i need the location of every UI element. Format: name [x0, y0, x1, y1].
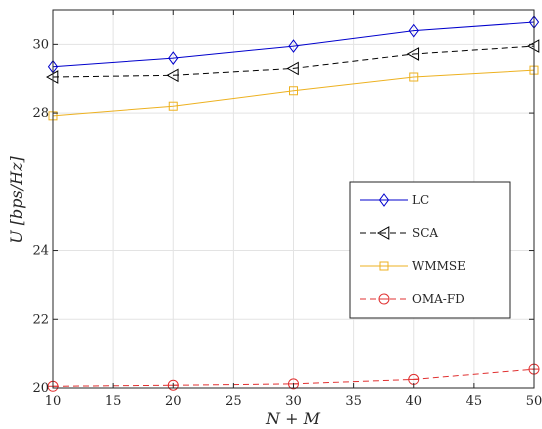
square-marker — [379, 261, 389, 271]
square-marker — [168, 101, 178, 111]
legend-entry-lc: LC — [360, 193, 429, 207]
data-point — [168, 101, 178, 111]
data-point — [409, 72, 419, 82]
y-tick-label: 30 — [32, 37, 49, 52]
legend-box — [349, 181, 511, 319]
x-tick-label: 45 — [466, 394, 483, 409]
triangle-marker — [376, 226, 390, 240]
data-point — [406, 47, 420, 61]
data-point — [166, 68, 179, 83]
data-point — [289, 86, 298, 96]
triangle-marker — [166, 68, 179, 83]
square-marker — [409, 72, 419, 82]
x-tick-label: 30 — [285, 394, 302, 409]
series-line — [52, 21, 535, 68]
x-tick-label: 10 — [45, 394, 62, 409]
y-tick-label: 20 — [32, 381, 49, 396]
data-point — [526, 39, 540, 53]
data-point — [45, 70, 59, 84]
y-axis-label: U [bps/Hz] — [7, 155, 26, 243]
data-point — [288, 39, 299, 53]
x-tick-label: 40 — [405, 394, 422, 409]
x-tick-label: 20 — [165, 394, 182, 409]
legend-label: LC — [412, 193, 429, 207]
data-point — [408, 23, 419, 38]
data-point — [168, 51, 179, 65]
legend-label: OMA-FD — [412, 292, 465, 306]
y-tick-label: 22 — [32, 312, 49, 327]
legend-entry-oma-fd: OMA-FD — [360, 292, 465, 306]
y-tick-label: 24 — [32, 244, 49, 259]
diamond-marker — [378, 193, 390, 207]
x-tick-label: 25 — [225, 394, 242, 409]
data-point — [286, 61, 299, 76]
legend-label: SCA — [412, 226, 438, 240]
x-tick-label: 35 — [345, 394, 362, 409]
legend-entry-sca: SCA — [360, 226, 438, 240]
axis-ticks: 10 15 20 25 30 35 40 45 50 20 22 24 28 30 — [32, 10, 542, 409]
diamond-marker — [168, 51, 179, 65]
diamond-marker — [288, 39, 299, 53]
triangle-marker — [286, 61, 299, 76]
series-line — [52, 69, 535, 117]
x-tick-label: 50 — [526, 394, 542, 409]
legend-entry-wmmse: WMMSE — [360, 259, 466, 273]
square-marker — [289, 86, 298, 96]
diamond-marker — [408, 23, 419, 38]
series-line — [52, 45, 535, 78]
triangle-marker — [45, 70, 59, 84]
series-sca — [45, 39, 540, 84]
x-tick-label: 15 — [105, 394, 122, 409]
triangle-marker — [526, 39, 540, 53]
x-axis-label: N + M — [265, 409, 321, 428]
y-tick-label: 28 — [32, 106, 49, 121]
triangle-marker — [406, 47, 420, 61]
series-lc — [47, 15, 540, 74]
legend: LC SCA WMMSE OMA-FD — [349, 181, 511, 319]
legend-label: WMMSE — [412, 259, 466, 273]
